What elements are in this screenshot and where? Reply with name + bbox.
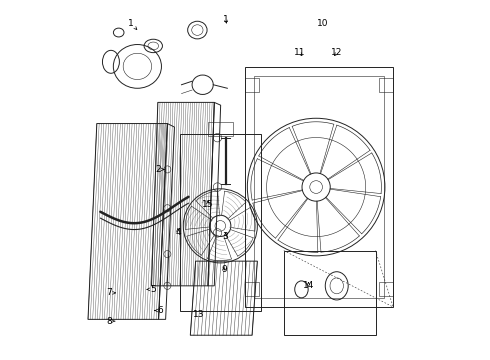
Text: 15: 15 xyxy=(202,200,214,209)
Text: 9: 9 xyxy=(221,265,227,274)
Bar xyxy=(245,282,259,296)
Text: 7: 7 xyxy=(106,288,116,297)
Text: 5: 5 xyxy=(147,285,156,294)
Bar xyxy=(284,251,375,335)
Text: 12: 12 xyxy=(331,49,343,58)
Bar xyxy=(208,122,233,136)
Bar xyxy=(245,78,259,92)
Text: 11: 11 xyxy=(294,49,305,58)
Text: 6: 6 xyxy=(155,306,163,315)
Text: 8: 8 xyxy=(106,317,115,326)
Bar xyxy=(379,78,393,92)
Text: 4: 4 xyxy=(175,228,181,237)
Bar xyxy=(254,76,384,298)
Text: 1: 1 xyxy=(223,15,228,24)
Text: 13: 13 xyxy=(194,310,205,319)
Text: 2: 2 xyxy=(156,165,164,174)
Bar xyxy=(379,282,393,296)
Text: 1: 1 xyxy=(127,18,137,30)
Text: 14: 14 xyxy=(303,282,314,290)
Text: 3: 3 xyxy=(223,232,228,241)
Text: 10: 10 xyxy=(317,19,328,28)
